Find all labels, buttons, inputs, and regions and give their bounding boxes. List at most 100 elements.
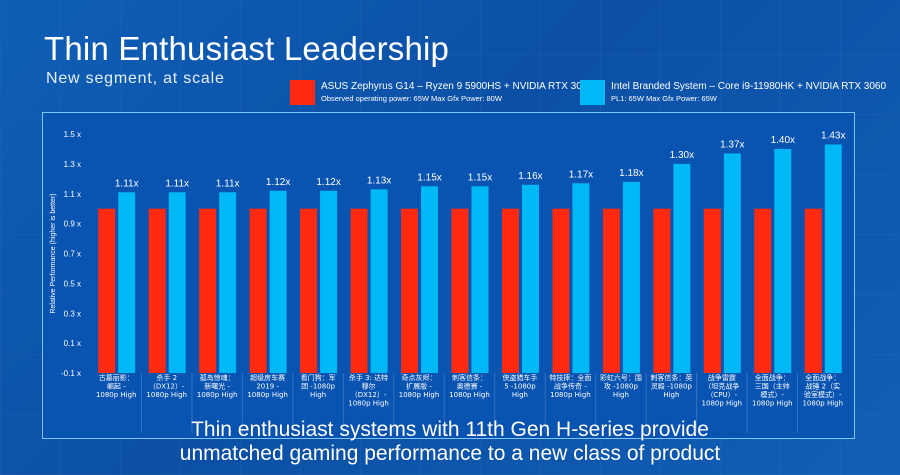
bar-asus xyxy=(451,208,469,373)
bar-intel xyxy=(320,190,338,373)
data-label: 1.37x xyxy=(720,139,744,150)
x-tick-label: 1080p High xyxy=(752,400,793,408)
data-label: 1.12x xyxy=(316,177,340,188)
bar-intel xyxy=(168,192,186,373)
x-tick-label: High xyxy=(310,391,326,399)
bar-intel xyxy=(572,183,590,373)
x-tick-label: High xyxy=(613,391,629,399)
bar-asus xyxy=(98,208,116,373)
x-tick-label: 三国（主帅 xyxy=(755,382,790,391)
footer-line-1: Thin enthusiast systems with 11th Gen H-… xyxy=(191,418,709,441)
bar-intel xyxy=(118,192,136,373)
x-tick-label: High xyxy=(512,391,528,399)
data-label: 1.11x xyxy=(115,178,139,189)
y-tick-label: 0.5 x xyxy=(64,279,81,288)
bar-intel xyxy=(421,186,439,373)
x-tick-label: 新曙光 - xyxy=(204,382,230,391)
data-label: 1.17x xyxy=(569,169,593,180)
x-tick-label: 1080p High xyxy=(702,400,743,408)
x-tick-label: 彩虹六号：围 xyxy=(600,373,642,382)
page-subtitle: New segment, at scale xyxy=(46,70,225,87)
y-tick-label: 0.3 x xyxy=(64,309,81,318)
data-label: 1.43x xyxy=(821,130,845,141)
x-tick-label: （CPU）- xyxy=(706,391,737,399)
x-tick-label: 灵殿 -1080p xyxy=(651,383,693,391)
x-tick-label: 1080p High xyxy=(449,391,490,399)
legend-label-intel: Intel Branded System – Core i9-11980HK +… xyxy=(611,81,887,92)
y-tick-label: -0.1 x xyxy=(61,369,81,378)
bar-chart: Relative Performance (higher is better) -… xyxy=(50,130,846,433)
bar-asus xyxy=(754,208,772,373)
bar-asus xyxy=(300,208,318,373)
bar-asus xyxy=(199,208,217,373)
x-tick-label: 杀手 3: 达特 xyxy=(349,373,388,382)
footer-caption: Thin enthusiast systems with 11th Gen H-… xyxy=(120,418,780,466)
bar-asus xyxy=(148,208,166,373)
data-label: 1.15x xyxy=(468,172,492,183)
x-tick-label: 1080p High xyxy=(96,391,137,399)
x-tick-label: 2019 - xyxy=(256,383,279,391)
chart-panel: Relative Performance (higher is better) -… xyxy=(42,112,855,439)
x-tick-label: 5 -1080p xyxy=(504,383,536,391)
data-label: 1.15x xyxy=(417,172,441,183)
x-tick-label: 1080p High xyxy=(802,400,843,408)
legend-item-asus: ASUS Zephyrus G14 – Ryzen 9 5900HS + NVI… xyxy=(290,80,593,105)
x-tick-label: 战锤 2（实 xyxy=(805,382,840,391)
bar-asus xyxy=(350,208,368,373)
x-tick-label: 扩展版 - xyxy=(406,382,432,391)
bar-intel xyxy=(774,148,792,373)
x-tick-label: 战争传奇 - xyxy=(554,382,587,391)
x-tick-label: 验室模式）- xyxy=(804,390,842,399)
bar-intel xyxy=(824,144,842,373)
bar-intel xyxy=(269,190,287,373)
x-tick-label: （坦克战争 xyxy=(704,382,739,391)
data-label: 1.16x xyxy=(518,171,542,182)
data-label: 1.30x xyxy=(670,150,694,161)
page-title: Thin Enthusiast Leadership xyxy=(44,30,450,67)
y-tick-label: 0.7 x xyxy=(64,250,81,259)
x-tick-label: 团 -1080p xyxy=(301,383,336,391)
bar-intel xyxy=(673,163,691,373)
x-tick-label: 看门狗：军 xyxy=(301,373,336,382)
data-label: 1.12x xyxy=(266,177,290,188)
x-tick-label: 1080p High xyxy=(348,400,389,408)
y-tick-label: 1.5 x xyxy=(64,130,81,139)
x-tick-label: 战争雷霆 xyxy=(708,373,736,382)
bar-asus xyxy=(653,208,671,373)
bar-asus xyxy=(249,208,267,373)
x-tick-label: High xyxy=(663,391,679,399)
footer-line-2: unmatched gaming performance to a new cl… xyxy=(179,442,721,465)
x-tick-label: 全面战争： xyxy=(755,373,790,382)
x-tick-label: 模式）- xyxy=(761,390,785,399)
y-tick-label: 0.9 x xyxy=(64,220,81,229)
bar-intel xyxy=(723,153,741,373)
x-tick-label: 孤岛惊魂： xyxy=(200,373,235,382)
x-tick-label: 杀手 2 xyxy=(156,373,177,382)
data-label: 1.40x xyxy=(771,135,795,146)
x-tick-label: 奥德赛 - xyxy=(457,382,483,391)
x-tick-label: 穆尔 xyxy=(362,382,376,391)
legend-label-asus: ASUS Zephyrus G14 – Ryzen 9 5900HS + NVI… xyxy=(321,81,593,92)
legend-swatch-intel xyxy=(580,80,605,105)
x-tick-label: 1080p High xyxy=(197,391,238,399)
bar-intel xyxy=(471,186,489,373)
bar-asus xyxy=(703,208,721,373)
y-tick-label: 0.1 x xyxy=(64,339,81,348)
x-tick-label: 奇点灰烬： xyxy=(402,373,437,382)
bar-intel xyxy=(370,189,388,373)
data-label: 1.11x xyxy=(216,178,240,189)
x-tick-label: 1080p High xyxy=(247,391,288,399)
x-tick-label: 刺客信条：英 xyxy=(650,373,692,382)
y-tick-label: 1.1 x xyxy=(64,190,81,199)
x-tick-label: 古墓丽影： xyxy=(99,373,134,382)
x-tick-label: 1080p High xyxy=(399,391,440,399)
x-tick-label: 超级房车赛 xyxy=(250,373,285,382)
x-tick-label: （DX12）- xyxy=(351,391,387,399)
bar-intel xyxy=(622,181,640,373)
legend-item-intel: Intel Branded System – Core i9-11980HK +… xyxy=(580,80,886,105)
bar-asus xyxy=(501,208,519,373)
data-label: 1.13x xyxy=(367,175,391,186)
x-tick-label: 侠盗猎车手 xyxy=(502,373,537,382)
bar-intel xyxy=(219,192,237,373)
bar-intel xyxy=(521,184,539,373)
